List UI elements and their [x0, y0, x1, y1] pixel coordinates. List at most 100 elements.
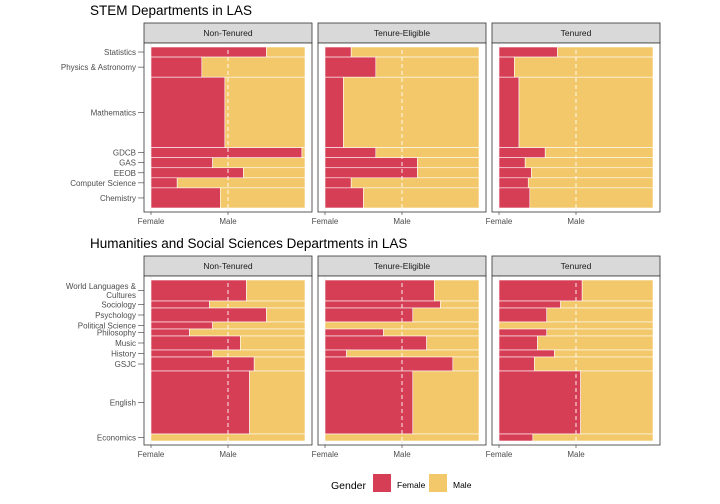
bar-male-tenure-eligible-psychology: [412, 307, 480, 323]
facet-strip-label-non-tenured: Non-Tenured: [203, 261, 252, 271]
facet-strip-label-non-tenured: Non-Tenured: [203, 28, 252, 38]
bar-female-non-tenured-english: [150, 370, 250, 435]
bar-female-non-tenured-computer-science: [150, 177, 178, 189]
facet-strip-label-tenured: Tenured: [561, 261, 592, 271]
bar-female-non-tenured-world-languages-cultures: [150, 279, 247, 302]
x-tick-label-tenured-male: Male: [567, 450, 585, 459]
panel-0-tenure-eligible: Tenure-Eligible Female Male: [312, 22, 487, 226]
bar-female-non-tenured-mathematics: [150, 76, 226, 148]
bar-male-non-tenured-mathematics: [224, 76, 306, 148]
y-tick-label-music: Music: [115, 339, 136, 348]
bar-male-tenured-physics-astronomy: [514, 56, 654, 78]
legend-label-male: Male: [453, 480, 472, 490]
bar-female-non-tenured-gsjc: [150, 356, 255, 372]
bar-female-non-tenured-sociology: [150, 300, 210, 309]
bar-female-tenured-economics: [498, 433, 534, 442]
bar-male-tenured-music: [537, 335, 654, 351]
bar-male-tenured-statistics: [557, 46, 654, 58]
bar-male-tenure-eligible-eeob: [417, 167, 480, 179]
bar-male-tenured-gas: [524, 157, 654, 169]
y-tick-label-gdcb: GDCB: [113, 149, 136, 158]
x-tick-label-tenure-eligible-female: Female: [312, 217, 339, 226]
bar-male-non-tenured-world-languages-cultures: [246, 279, 306, 302]
panel-1-non-tenured: Non-Tenured Female Male: [138, 255, 313, 459]
bar-male-tenure-eligible-physics-astronomy: [375, 56, 480, 78]
bar-male-tenure-eligible-sociology: [440, 300, 480, 309]
facet-strip-label-tenured: Tenured: [561, 28, 592, 38]
bar-female-tenure-eligible-eeob: [324, 167, 418, 179]
y-tick-label-gas: GAS: [119, 159, 136, 168]
legend: Gender Female Male: [331, 474, 472, 492]
bar-female-tenure-eligible-mathematics: [324, 76, 344, 148]
y-tick-label-physics-astronomy: Physics & Astronomy: [61, 63, 136, 72]
bar-male-non-tenured-political-science: [212, 321, 306, 330]
bar-female-tenured-chemistry: [498, 187, 531, 209]
bar-male-tenure-eligible-world-languages-cultures: [434, 279, 480, 302]
bar-male-tenure-eligible-statistics: [350, 46, 480, 58]
bar-female-tenure-eligible-history: [324, 349, 347, 358]
y-tick-label-psychology: Psychology: [95, 311, 136, 320]
bar-female-non-tenured-history: [150, 349, 213, 358]
bar-male-non-tenured-gsjc: [253, 356, 306, 372]
x-tick-label-non-tenured-male: Male: [219, 217, 237, 226]
bar-male-non-tenured-psychology: [266, 307, 306, 323]
y-tick-label-statistics: Statistics: [104, 48, 136, 57]
bar-male-non-tenured-philosophy: [189, 328, 306, 337]
bar-female-non-tenured-philosophy: [150, 328, 190, 337]
bar-female-tenured-eeob: [498, 167, 532, 179]
bar-female-tenured-mathematics: [498, 76, 520, 148]
bar-female-tenure-eligible-music: [324, 335, 427, 351]
bar-female-tenured-english: [498, 370, 581, 435]
bar-male-tenured-gsjc: [534, 356, 654, 372]
bar-male-non-tenured-statistics: [266, 46, 306, 58]
bar-female-tenure-eligible-chemistry: [324, 187, 364, 209]
panel-1-tenured: Tenured Female Male: [486, 255, 661, 459]
bar-male-tenure-eligible-history: [346, 349, 480, 358]
chart-title-humanities: Humanities and Social Sciences Departmen…: [90, 236, 407, 251]
bar-female-tenured-sociology: [498, 300, 561, 309]
bar-male-tenured-world-languages-cultures: [581, 279, 654, 302]
bar-male-non-tenured-gdcb: [301, 147, 306, 158]
bar-male-non-tenured-music: [240, 335, 306, 351]
bar-female-non-tenured-gdcb: [150, 147, 303, 158]
x-tick-label-tenure-eligible-male: Male: [393, 217, 411, 226]
bar-male-non-tenured-gas: [212, 157, 306, 169]
x-tick-label-tenure-eligible-male: Male: [393, 450, 411, 459]
bar-male-non-tenured-eeob: [243, 167, 306, 179]
bar-male-tenure-eligible-computer-science: [350, 177, 480, 189]
facet-strip-label-tenure-eligible: Tenure-Eligible: [374, 261, 430, 271]
y-tick-label-computer-science: Computer Science: [70, 179, 136, 188]
bar-female-tenure-eligible-computer-science: [324, 177, 352, 189]
bar-male-non-tenured-chemistry: [220, 187, 306, 209]
y-tick-label-world-languages-cultures: World Languages & Cultures: [66, 282, 137, 300]
legend-title: Gender: [331, 480, 367, 492]
bar-female-tenure-eligible-english: [324, 370, 414, 435]
y-tick-label-eeob: EEOB: [114, 169, 136, 178]
bar-male-tenured-eeob: [531, 167, 654, 179]
y-tick-label-political-science: Political Science: [78, 322, 137, 331]
bar-female-tenure-eligible-physics-astronomy: [324, 56, 377, 78]
legend-label-female: Female: [397, 480, 426, 490]
panel-0-non-tenured: Non-Tenured Female Male: [138, 22, 313, 226]
bar-female-non-tenured-gas: [150, 157, 213, 169]
bar-male-tenured-chemistry: [529, 187, 654, 209]
x-tick-label-tenure-eligible-female: Female: [312, 450, 339, 459]
bar-male-tenured-psychology: [546, 307, 654, 323]
bar-male-tenure-eligible-chemistry: [363, 187, 480, 209]
bar-female-tenured-psychology: [498, 307, 548, 323]
y-tick-label-philosophy: Philosophy: [97, 329, 136, 338]
bar-female-tenured-philosophy: [498, 328, 548, 337]
bar-male-tenured-mathematics: [518, 76, 654, 148]
bar-female-tenure-eligible-psychology: [324, 307, 414, 323]
x-tick-label-tenured-female: Female: [486, 450, 513, 459]
bar-female-tenure-eligible-statistics: [324, 46, 352, 58]
y-tick-label-economics: Economics: [97, 434, 136, 443]
chart-body: Statistics Physics & Astronomy Mathematics…: [61, 22, 661, 459]
bar-female-tenured-music: [498, 335, 538, 351]
bar-female-tenured-world-languages-cultures: [498, 279, 583, 302]
bar-male-tenure-eligible-gas: [417, 157, 480, 169]
bar-male-tenure-eligible-gsjc: [452, 356, 480, 372]
bar-male-non-tenured-sociology: [209, 300, 306, 309]
bar-male-tenured-english: [580, 370, 654, 435]
